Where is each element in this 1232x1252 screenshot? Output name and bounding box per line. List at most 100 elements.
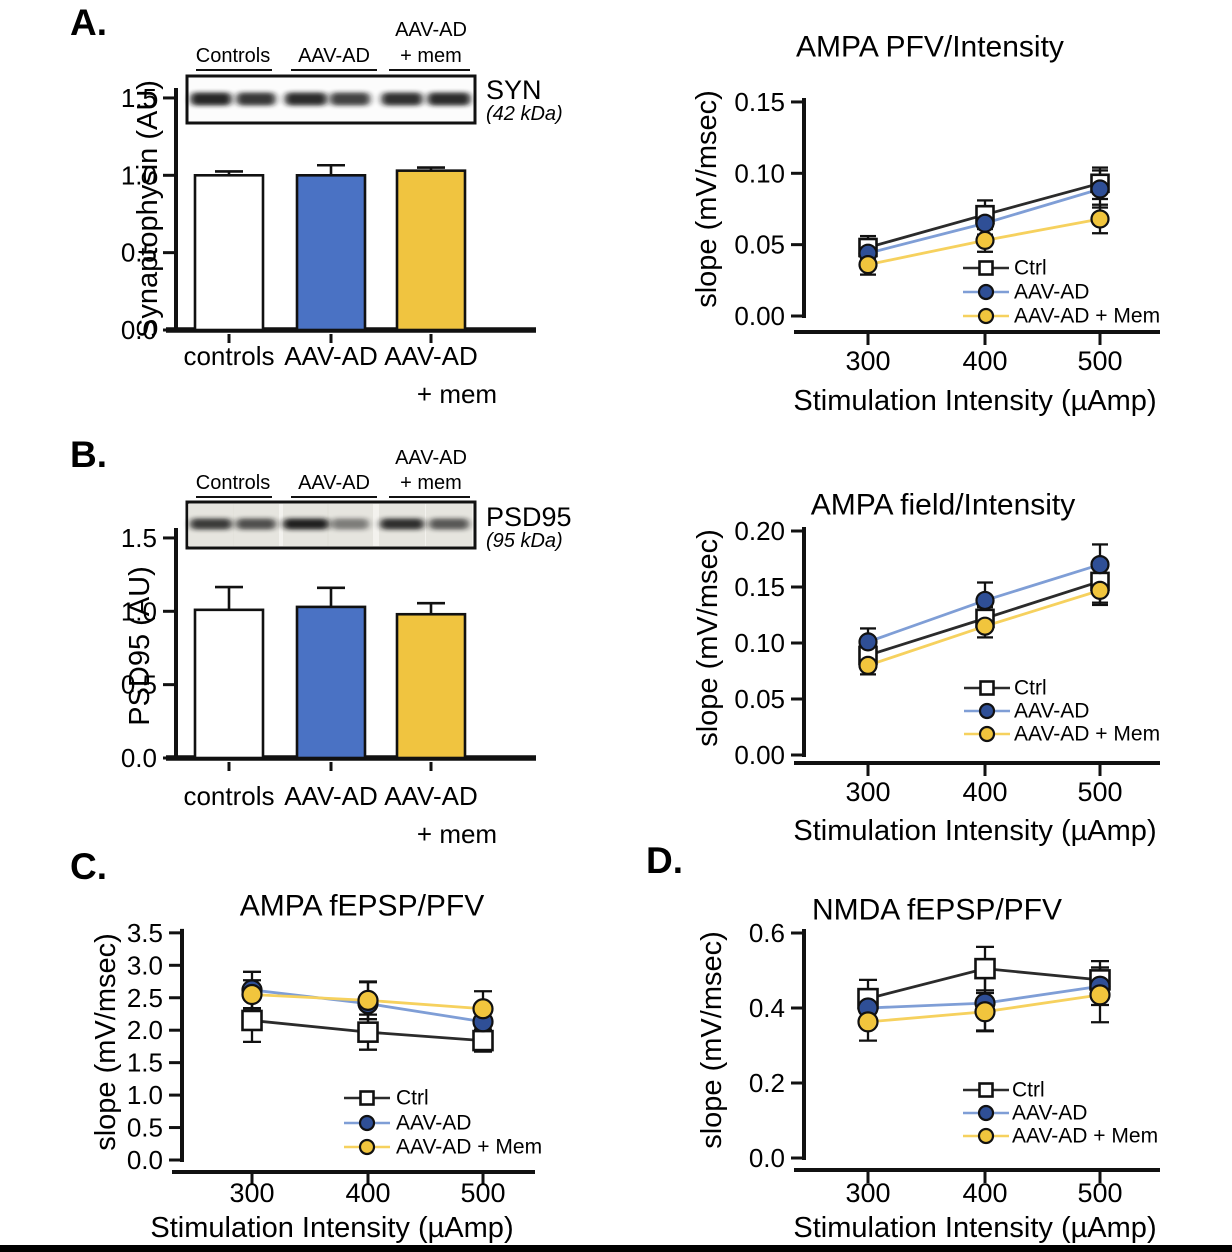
y-tick-label: 1.5 bbox=[121, 523, 157, 553]
y-tick-label: 0.15 bbox=[734, 87, 785, 117]
y-tick-label: 1.0 bbox=[121, 596, 157, 626]
x-axis-label: Stimulation Intensity (µAmp) bbox=[793, 385, 1156, 417]
x-tick-label: 300 bbox=[845, 777, 890, 807]
y-tick-label: 2.0 bbox=[127, 1015, 163, 1045]
western-blot: Controls AAV-AD AAV-AD + mem PSD95(95 kDa) bbox=[185, 447, 572, 552]
data-point-marker bbox=[1090, 209, 1110, 229]
category-label: AAV-AD bbox=[384, 341, 477, 371]
y-tick-label: 1.5 bbox=[121, 83, 157, 113]
blot-band bbox=[381, 92, 423, 106]
y-tick-label: 0.2 bbox=[749, 1068, 785, 1098]
lane-group-label: AAV-AD bbox=[298, 472, 370, 494]
legend-marker bbox=[977, 307, 995, 325]
legend-label: AAV-AD bbox=[396, 1112, 471, 1135]
bar bbox=[193, 608, 265, 760]
x-tick-label: 500 bbox=[460, 1178, 505, 1208]
lane-group-label: AAV-AD bbox=[298, 45, 370, 67]
bar bbox=[295, 605, 367, 760]
y-tick-label: 3.5 bbox=[127, 918, 163, 948]
data-point-marker bbox=[357, 1021, 379, 1043]
x-axis-label: Stimulation Intensity (µAmp) bbox=[793, 815, 1156, 847]
blot-band bbox=[236, 518, 276, 530]
y-tick-label: 0.20 bbox=[734, 516, 785, 546]
y-tick-label: 0.5 bbox=[127, 1113, 163, 1143]
blot-band bbox=[427, 92, 471, 106]
blot-band bbox=[283, 518, 329, 530]
y-tick-label: 0.05 bbox=[734, 684, 785, 714]
x-tick-label: 400 bbox=[345, 1178, 390, 1208]
legend-label: Ctrl bbox=[396, 1087, 429, 1110]
category-label: controls bbox=[183, 341, 274, 371]
blot-kda-label: (95 kDa) bbox=[486, 530, 563, 552]
data-point-marker bbox=[241, 983, 263, 1006]
x-axis-label: Stimulation Intensity (µAmp) bbox=[793, 1212, 1156, 1244]
blot-band bbox=[331, 518, 369, 530]
chart-title: AMPA field/Intensity bbox=[811, 489, 1076, 522]
axes: 0.00 0.05 0.10 0.15 300 400 500 bbox=[734, 87, 1160, 376]
legend-label: Ctrl bbox=[1014, 257, 1047, 280]
bars bbox=[193, 585, 467, 760]
data-point-marker bbox=[974, 957, 996, 980]
legend-marker bbox=[977, 1127, 995, 1145]
data-point-marker bbox=[1090, 554, 1110, 575]
legend-label: AAV-AD + Mem bbox=[1014, 305, 1160, 328]
x-tick-label: 500 bbox=[1077, 777, 1122, 807]
data-point-marker bbox=[858, 632, 878, 652]
bar bbox=[295, 174, 367, 332]
y-tick-label: 0.0 bbox=[749, 1143, 785, 1173]
legend-label: AAV-AD bbox=[1012, 1102, 1087, 1125]
category-label: + mem bbox=[417, 379, 497, 409]
legend-label: AAV-AD bbox=[1014, 700, 1089, 723]
blot-band bbox=[380, 518, 424, 530]
lane-group-label: AAV-AD bbox=[395, 447, 467, 469]
y-axis-label: slope (mV/msec) bbox=[692, 529, 724, 747]
bar bbox=[193, 174, 265, 332]
y-tick-label: 1.5 bbox=[127, 1048, 163, 1078]
chart-title: AMPA PFV/Intensity bbox=[796, 31, 1064, 64]
y-axis-label: slope (mV/msec) bbox=[691, 90, 723, 308]
data-point-marker bbox=[472, 998, 494, 1020]
panel-d-label: D. bbox=[646, 840, 683, 881]
chart-title: NMDA fEPSP/PFV bbox=[812, 894, 1062, 927]
chart-ampa-field: 0.00 0.05 0.10 0.15 0.20 300 400 500 Stimulation… bbox=[692, 489, 1160, 848]
data-point-marker bbox=[1090, 580, 1110, 600]
x-tick-label: 400 bbox=[962, 346, 1007, 376]
x-tick-label: 500 bbox=[1077, 1178, 1122, 1208]
y-tick-label: 0.0 bbox=[121, 743, 157, 773]
lane-group-label: + mem bbox=[400, 472, 462, 494]
panel-c-label: C. bbox=[70, 846, 107, 887]
legend-marker bbox=[977, 1104, 995, 1122]
legend-marker bbox=[978, 260, 994, 276]
lane-group-label: + mem bbox=[400, 45, 462, 67]
blot-protein-label: PSD95 bbox=[486, 502, 572, 532]
axes: 0.00 0.05 0.10 0.15 0.20 300 400 500 bbox=[734, 516, 1160, 807]
data-point-marker bbox=[241, 1009, 263, 1032]
y-axis-label: Synaptophysin (AU) bbox=[132, 80, 164, 338]
blot-protein-label: SYN bbox=[486, 75, 542, 105]
data-point-marker bbox=[1089, 984, 1111, 1006]
lane-group-label: Controls bbox=[196, 472, 270, 494]
x-tick-label: 500 bbox=[1077, 346, 1122, 376]
y-tick-label: 0.00 bbox=[734, 301, 785, 331]
y-tick-label: 0.6 bbox=[749, 918, 785, 948]
data-point-marker bbox=[975, 230, 995, 250]
y-tick-label: 0.4 bbox=[749, 993, 785, 1023]
legend-label: AAV-AD + Mem bbox=[1012, 1125, 1158, 1148]
data-point-marker bbox=[975, 616, 995, 636]
legend-marker bbox=[977, 283, 995, 301]
x-tick-label: 400 bbox=[962, 777, 1007, 807]
blot-band bbox=[285, 92, 327, 106]
chart-nmda-fepsp: 0.0 0.2 0.4 0.6 300 400 500 Stimulation Intensi… bbox=[696, 894, 1160, 1244]
data-point-marker bbox=[472, 1029, 494, 1052]
x-tick-label: 300 bbox=[845, 346, 890, 376]
chart-title: AMPA fEPSP/PFV bbox=[240, 890, 485, 923]
category-label: controls bbox=[183, 781, 274, 811]
axes: 0.00.51.01.52.02.53.03.5 300 400 500 bbox=[127, 918, 535, 1208]
blot-band bbox=[190, 518, 232, 530]
y-axis-label: PSD95 (AU) bbox=[124, 566, 156, 726]
